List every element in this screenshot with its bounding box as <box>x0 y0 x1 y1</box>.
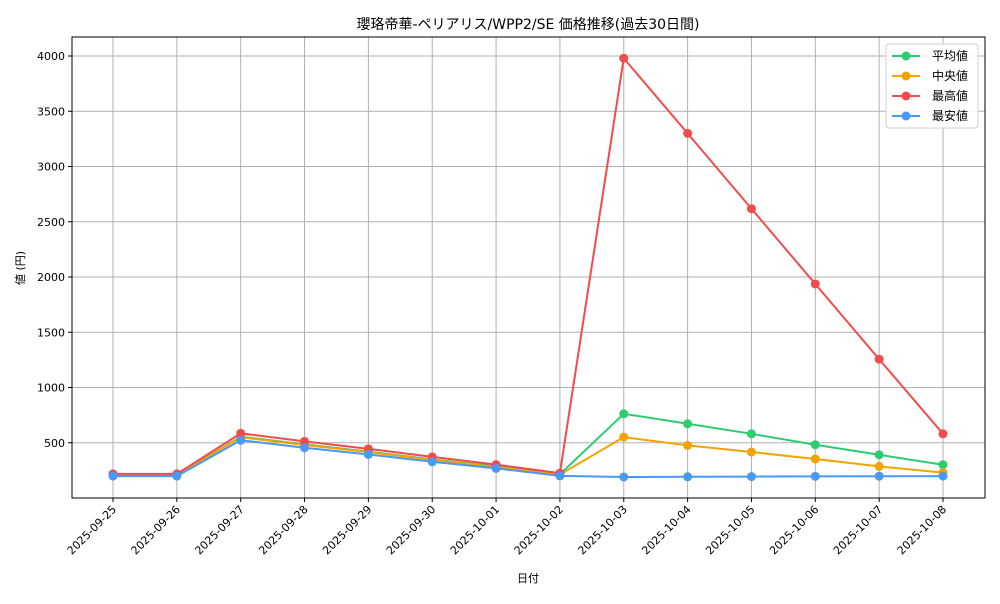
y-tick-label: 3500 <box>37 105 65 118</box>
data-point-marker <box>619 409 629 419</box>
x-tick-label: 2025-09-30 <box>384 503 438 557</box>
legend-item: 最安値 <box>892 108 968 123</box>
data-point-marker <box>619 53 629 63</box>
data-point-marker <box>746 429 756 439</box>
chart-title: 瓔珞帝華-ペリアリス/WPP2/SE 価格推移(過去30日間) <box>356 17 699 33</box>
data-point-marker <box>236 428 246 438</box>
data-point-marker <box>874 354 884 364</box>
x-tick-label: 2025-09-26 <box>129 503 183 557</box>
legend-item: 中央値 <box>892 68 968 83</box>
data-point-marker <box>300 436 310 446</box>
data-point-marker <box>938 471 948 481</box>
x-tick-label: 2025-10-01 <box>448 503 502 557</box>
data-point-marker <box>300 443 310 453</box>
legend-label: 最安値 <box>932 108 968 123</box>
data-series <box>108 53 948 482</box>
data-point-marker <box>746 204 756 214</box>
y-axis-label: 値 (円) <box>14 251 27 285</box>
y-tick-label: 1000 <box>37 382 65 395</box>
data-point-marker <box>810 279 820 289</box>
y-tick-label: 1500 <box>37 326 65 339</box>
data-point-marker <box>619 472 629 482</box>
x-tick-label: 2025-09-29 <box>320 503 374 557</box>
x-tick-label: 2025-09-25 <box>65 503 119 557</box>
data-point-marker <box>108 471 118 481</box>
x-tick-label: 2025-10-07 <box>831 503 885 557</box>
legend-marker-icon <box>901 51 911 61</box>
data-point-marker <box>938 429 948 439</box>
data-point-marker <box>683 440 693 450</box>
x-tick-label: 2025-10-08 <box>895 503 949 557</box>
data-point-marker <box>874 471 884 481</box>
data-point-marker <box>810 471 820 481</box>
x-tick-label: 2025-10-06 <box>767 503 821 557</box>
data-point-marker <box>172 471 182 481</box>
data-point-marker <box>683 128 693 138</box>
x-tick-label: 2025-10-02 <box>512 503 566 557</box>
data-point-marker <box>363 449 373 459</box>
data-point-marker <box>683 472 693 482</box>
data-point-marker <box>810 440 820 450</box>
data-point-marker <box>683 419 693 429</box>
x-tick-label: 2025-10-04 <box>639 503 693 557</box>
x-axis-ticks: 2025-09-25 2025-09-26 2025-09-27 2025-09-28… <box>65 498 949 557</box>
legend-box <box>885 43 979 129</box>
x-tick-label: 2025-10-05 <box>703 503 757 557</box>
legend-marker-icon <box>901 91 911 101</box>
plot-frame <box>71 36 986 499</box>
y-tick-label: 500 <box>44 437 65 450</box>
data-point-marker <box>746 447 756 457</box>
data-point-marker <box>874 461 884 471</box>
data-point-marker <box>938 460 948 470</box>
x-tick-label: 2025-09-28 <box>256 503 310 557</box>
y-tick-label: 2500 <box>37 216 65 229</box>
x-tick-label: 2025-09-27 <box>192 503 246 557</box>
data-point-marker <box>491 463 501 473</box>
y-tick-label: 4000 <box>37 50 65 63</box>
data-point-marker <box>746 472 756 482</box>
data-point-marker <box>619 432 629 442</box>
legend-marker-icon <box>901 71 911 81</box>
legend-item: 最高値 <box>892 88 968 103</box>
data-point-marker <box>874 450 884 460</box>
series-line <box>108 435 948 482</box>
x-axis-label: 日付 <box>517 572 539 585</box>
legend-marker-icon <box>901 111 911 121</box>
x-tick-label: 2025-10-03 <box>575 503 629 557</box>
legend-label: 最高値 <box>932 88 968 103</box>
series-line <box>108 53 948 479</box>
legend-label: 中央値 <box>932 68 968 83</box>
data-point-marker <box>236 435 246 445</box>
data-point-marker <box>427 457 437 467</box>
legend-item: 平均値 <box>892 48 968 63</box>
y-tick-label: 2000 <box>37 271 65 284</box>
data-point-marker <box>555 471 565 481</box>
legend-label: 平均値 <box>932 48 968 63</box>
grid-lines <box>72 37 985 498</box>
data-point-marker <box>810 454 820 464</box>
y-tick-label: 3000 <box>37 161 65 174</box>
y-axis-ticks: 500 1000 1500 2000 2500 3000 3500 4000 <box>37 50 72 450</box>
